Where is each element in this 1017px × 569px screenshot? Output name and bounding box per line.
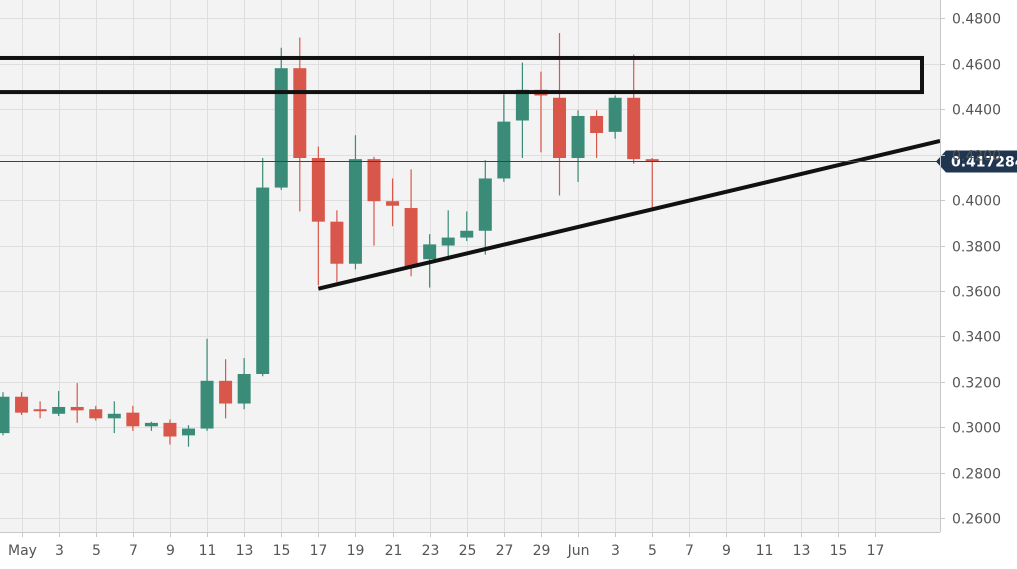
candle-body-up bbox=[52, 406, 66, 414]
candle-body-down bbox=[330, 221, 344, 264]
y-axis-ticks: 0.4800 0.4600 0.4400 0.4200 0.4000 0.3800 0.36… bbox=[940, 12, 1001, 528]
y-tick-label: 0.4800 bbox=[952, 12, 1001, 28]
y-tick-label: 0.3400 bbox=[952, 330, 1001, 346]
y-tick-label: 0.2600 bbox=[952, 512, 1001, 528]
x-tick-label: 3 bbox=[611, 543, 620, 559]
y-tick-label: 0.4400 bbox=[952, 103, 1001, 119]
candle-body-up bbox=[608, 97, 622, 132]
x-tick-label: 9 bbox=[722, 543, 731, 559]
candle-body-up bbox=[515, 89, 529, 121]
x-tick-label: 3 bbox=[55, 543, 64, 559]
candle-body-up bbox=[107, 413, 121, 419]
candle-body-up bbox=[460, 230, 474, 238]
candle-body-down bbox=[386, 201, 400, 206]
resistance-zone-rectangle[interactable] bbox=[0, 55, 924, 95]
candle-body-down bbox=[163, 422, 177, 437]
x-tick-label: 19 bbox=[347, 543, 365, 559]
candle-body-down bbox=[70, 406, 84, 411]
candle-body-down bbox=[553, 97, 566, 159]
x-tick-label: 7 bbox=[685, 543, 694, 559]
x-tick-label: May bbox=[8, 543, 37, 559]
x-tick-label: 13 bbox=[236, 543, 254, 559]
candle-body-down bbox=[33, 409, 47, 412]
y-tick-label: 0.2800 bbox=[952, 467, 1001, 483]
candle-body-up bbox=[571, 115, 585, 159]
candle-body-up bbox=[274, 68, 288, 188]
y-tick-label: 0.3200 bbox=[952, 376, 1001, 392]
x-tick-label: 9 bbox=[166, 543, 175, 559]
x-tick-label: 17 bbox=[310, 543, 328, 559]
y-tick-label: 0.3600 bbox=[952, 285, 1001, 301]
candle-body-up bbox=[182, 428, 195, 436]
x-tick-label: 23 bbox=[422, 543, 440, 559]
candle-body-down bbox=[627, 97, 641, 160]
candle-body-down bbox=[15, 396, 29, 413]
candle-body-down bbox=[367, 159, 381, 202]
ascending-trend-line[interactable] bbox=[317, 139, 941, 291]
candle-body-up bbox=[423, 244, 437, 260]
x-tick-label: 15 bbox=[273, 543, 291, 559]
candle-body-down bbox=[404, 208, 418, 266]
x-tick-label: 15 bbox=[830, 543, 848, 559]
candle-body-up bbox=[478, 178, 492, 231]
current-price-label: 0.417284 bbox=[951, 155, 1017, 171]
plot-background bbox=[0, 0, 940, 532]
current-price-tag bbox=[936, 150, 1017, 173]
x-tick-label: 13 bbox=[793, 543, 811, 559]
candles bbox=[0, 32, 659, 447]
candle-body-up bbox=[237, 373, 251, 404]
y-tick-label: 0.4200 bbox=[952, 149, 1001, 165]
x-tick-label: Jun bbox=[567, 543, 590, 559]
x-tick-label: 5 bbox=[92, 543, 101, 559]
x-tick-label: 25 bbox=[459, 543, 477, 559]
candle-body-up bbox=[441, 237, 455, 246]
x-tick-label: 11 bbox=[199, 543, 217, 559]
candle-body-down bbox=[126, 412, 140, 427]
current-price: 0.417284 bbox=[0, 150, 1017, 173]
candle-body-up bbox=[256, 187, 270, 374]
x-tick-label: 21 bbox=[385, 543, 403, 559]
candle-body-down bbox=[311, 158, 325, 222]
candle-body-up bbox=[0, 396, 10, 434]
x-tick-label: 17 bbox=[867, 543, 885, 559]
y-tick-label: 0.4600 bbox=[952, 58, 1001, 74]
y-tick-label: 0.3000 bbox=[952, 421, 1001, 437]
candle-body-down bbox=[219, 380, 233, 404]
y-tick-label: 0.4000 bbox=[952, 194, 1001, 210]
candle-body-down bbox=[645, 159, 659, 162]
candle-body-down bbox=[89, 409, 103, 419]
x-tick-label: 29 bbox=[533, 543, 551, 559]
candle-body-down bbox=[590, 115, 604, 133]
x-tick-label: 27 bbox=[496, 543, 514, 559]
candle-body-up bbox=[497, 121, 511, 179]
x-axis-ticks: May 3 5 7 9 11 13 15 17 19 21 23 25 27 29 Jun 3 5 7 9 11 13 15… bbox=[8, 532, 884, 559]
drawings bbox=[0, 55, 941, 291]
y-tick-label: 0.3800 bbox=[952, 240, 1001, 256]
candle-body-up bbox=[144, 422, 158, 427]
candle-body-down bbox=[293, 68, 307, 159]
x-tick-label: 11 bbox=[756, 543, 774, 559]
x-tick-label: 5 bbox=[648, 543, 657, 559]
candle-body-up bbox=[200, 380, 214, 429]
candle-body-up bbox=[348, 159, 362, 264]
x-tick-label: 7 bbox=[129, 543, 138, 559]
gridlines bbox=[0, 0, 940, 532]
